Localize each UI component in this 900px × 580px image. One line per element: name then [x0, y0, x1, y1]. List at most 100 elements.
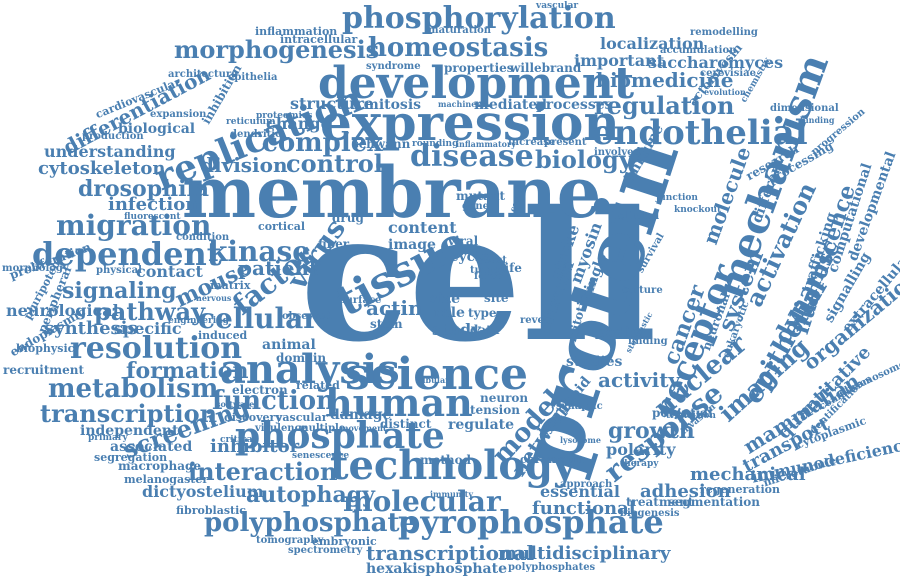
word-electron: electron — [232, 383, 288, 397]
word-knockout: knockout — [674, 205, 722, 215]
word-associated: associated — [110, 439, 193, 455]
word-phosphorylation: phosphorylation — [342, 1, 616, 36]
word-induced: induced — [198, 329, 248, 342]
word-expression: expression — [320, 93, 620, 152]
word-condition: condition — [176, 232, 230, 243]
word-biogenesis: biogenesis — [620, 508, 680, 519]
word-analysis: analysis — [220, 346, 400, 393]
word-transcriptional: transcriptional — [366, 541, 535, 565]
word-polarity: polarity — [606, 440, 676, 459]
word-blood: gene — [462, 201, 489, 212]
word-physical: physical — [96, 265, 142, 276]
word-neuron: neuron — [480, 391, 529, 405]
word-drug: surface — [340, 295, 382, 306]
word-embryonic: embryonic — [312, 535, 377, 548]
word-role: role — [434, 305, 465, 321]
word-vitro: yeast — [478, 255, 507, 266]
word-synaptic: synaptic — [556, 401, 603, 412]
word-processes: processes — [536, 97, 613, 113]
word-neurology: immunity — [430, 489, 473, 499]
word-data: data — [470, 323, 500, 337]
word-invasion: nervous — [196, 293, 232, 303]
word-dimensional: dimensional — [770, 103, 839, 114]
word-multiple: involved — [594, 147, 641, 158]
word-inhibitor: inhibitor — [210, 436, 300, 457]
word-virulence: binding — [800, 115, 835, 125]
word-involved: present — [544, 137, 587, 148]
word-morphogenesis: morphogenesis — [174, 35, 380, 64]
word-specific: specific — [114, 319, 182, 338]
word-biological: biological — [118, 121, 196, 137]
word-transition: transition — [666, 411, 716, 421]
word-contact: contact — [136, 262, 203, 281]
word-technology: technology — [330, 442, 577, 489]
word-matrix: matrix — [210, 279, 251, 292]
word-control: control — [286, 149, 383, 178]
word-resolution: resolution — [70, 331, 243, 366]
word-damage: damage — [330, 407, 392, 423]
word-inflammation: inflammation — [255, 25, 338, 38]
word-bodies: bodies — [596, 325, 648, 341]
word-size: size — [430, 291, 461, 307]
word-patient: patient — [238, 256, 319, 280]
word-division: division — [200, 153, 288, 177]
word-approach: approach — [560, 479, 613, 490]
word-study: study — [432, 320, 481, 339]
word-pyrophosphate: pyrophosphate — [398, 503, 664, 541]
word-accumulation: accumulation — [660, 45, 737, 56]
word-domain: domain — [276, 351, 327, 365]
word-related: related — [296, 379, 340, 392]
word-kinase: kinase — [208, 235, 311, 268]
word-reticulum: reticulum — [226, 117, 276, 127]
word-lysosome: lysosome — [560, 435, 601, 445]
word-reveal: drug — [332, 211, 364, 225]
word-development: development — [318, 58, 635, 109]
word-yeast: life — [500, 261, 522, 275]
word-structural: senescence — [292, 451, 350, 461]
word-molecular: molecular — [343, 485, 501, 518]
word-proteomics: proteomics — [256, 111, 313, 121]
word-observed: engineering — [168, 316, 229, 326]
word-remodelling: remodelling — [690, 27, 758, 38]
word-schwann: schwann — [352, 137, 411, 151]
word-localization: localization — [600, 34, 705, 53]
word-autophagy: autophagy — [246, 482, 375, 508]
word-cortical: cortical — [258, 220, 306, 233]
word-dendritic: dendritic — [230, 129, 282, 140]
word-survival: movement — [340, 423, 387, 433]
word-mechanical: mechanical — [690, 464, 806, 485]
word-metabolism: metabolism — [48, 374, 219, 404]
word-cellular: cellular — [198, 302, 319, 335]
word-chromatin: chromatin — [520, 453, 584, 466]
word-cell: cell — [300, 172, 657, 381]
word-synthesis: synthesis — [44, 318, 138, 339]
word-host: tumor — [470, 265, 505, 276]
word-saccharomyces: saccharomyces — [648, 53, 784, 72]
word-migration: migration — [56, 209, 212, 242]
word-morphology: morphology — [2, 263, 69, 274]
word-syndrome: syndrome — [366, 61, 421, 72]
word-regeneration: regeneration — [700, 483, 780, 496]
word-complex: complex — [262, 128, 383, 158]
word-cytoskeleton: cytoskeleton — [38, 158, 166, 179]
word-regulate: regulate — [448, 417, 515, 433]
word-biology: biology — [535, 145, 633, 174]
word-present: inflammatory — [456, 139, 516, 149]
word-melanogaster: melanogaster — [124, 473, 209, 486]
word-studies: studies — [566, 354, 623, 370]
word-function: function — [212, 386, 335, 416]
word-culture: culture — [622, 285, 663, 296]
word-content: content — [388, 218, 457, 237]
word-polyphosphates: polyphosphates — [508, 562, 596, 573]
word-important: important — [574, 51, 665, 70]
word-hexakisphosphate: hexakisphosphate — [366, 561, 508, 577]
word-distinct: distinct — [380, 417, 432, 431]
word-homeostasis: homeostasis — [368, 33, 549, 63]
word-transcription: transcription — [40, 399, 218, 428]
word-dictyostelium: dictyostelium — [142, 482, 264, 501]
word-junction: junction — [656, 193, 698, 203]
word-inflammatory: vascular — [536, 1, 579, 11]
word-critical: tubular — [416, 375, 450, 385]
word-biomedicine: biomedicine — [596, 68, 734, 92]
word-neurological: neurological — [6, 301, 119, 320]
